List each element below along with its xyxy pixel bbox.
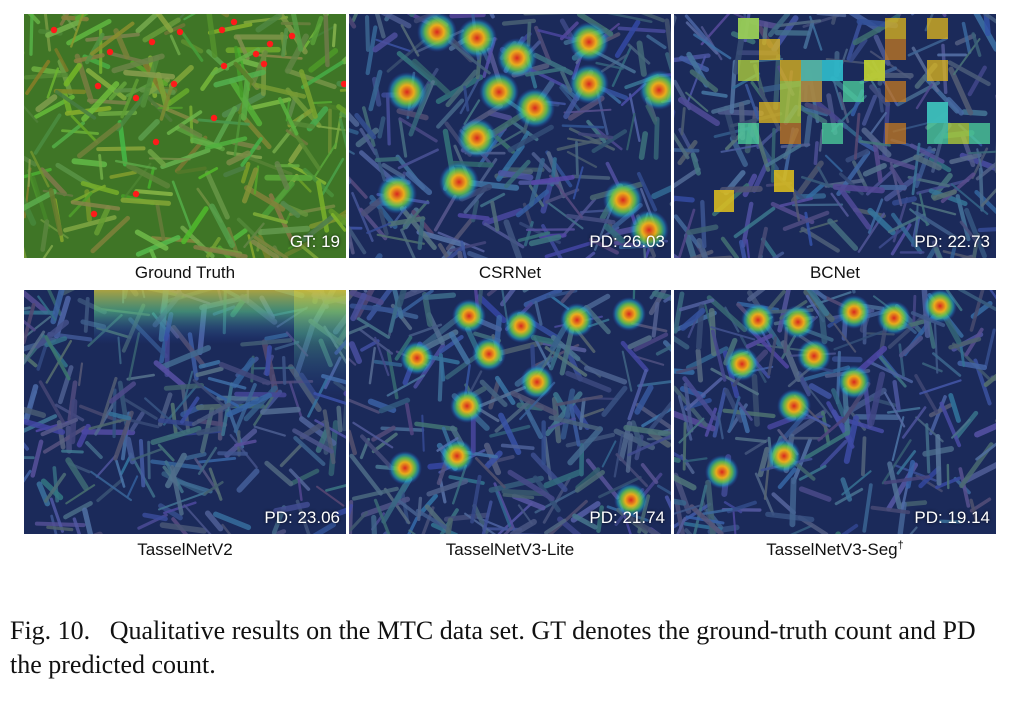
panel-bcnet: PD: 22.73 [674,14,996,258]
figure-caption: Fig. 10. Qualitative results on the MTC … [10,614,1010,682]
label-tasselnetv3-seg: TasselNetV3-Seg† [674,540,996,560]
dagger-mark: † [897,539,904,552]
label-tasselnetv2: TasselNetV2 [137,540,233,559]
caption-figure-number: Fig. 10. [10,616,91,645]
panel-tasselnetv3-seg: PD: 19.14 [674,290,996,534]
label-csrnet: CSRNet [478,263,542,282]
panel-tasselnetv3-lite: PD: 21.74 [349,290,671,534]
tasselnetv3-lite-density-map [349,290,671,534]
tasselnetv3-lite-count: PD: 21.74 [589,508,665,527]
gt-count: GT: 19 [289,232,340,251]
label-tasselnetv3-lite: TasselNetV3-Lite [445,540,575,559]
label-bcnet: BCNet [809,263,861,282]
panel-csrnet: PD: 26.03 [349,14,671,258]
tasselnetv2-count: PD: 23.06 [264,508,340,527]
csrnet-density-map [349,14,671,258]
tasselnetv3-seg-density-map [674,290,996,534]
ground-truth-image [24,14,346,258]
tasselnetv2-density-map [24,290,346,534]
bcnet-count: PD: 22.73 [914,232,990,251]
tasselnetv3-seg-count: PD: 19.14 [914,508,990,527]
panel-tasselnetv2: PD: 23.06 [24,290,346,534]
label-ground-truth: Ground Truth [134,263,236,282]
csrnet-count: PD: 26.03 [589,232,665,251]
bcnet-density-map [674,14,996,258]
label-tasselnetv3-seg-text: TasselNetV3-Seg [766,540,898,559]
panel-ground-truth: GT: 19 [24,14,346,258]
caption-text: Qualitative results on the MTC data set.… [10,616,976,679]
